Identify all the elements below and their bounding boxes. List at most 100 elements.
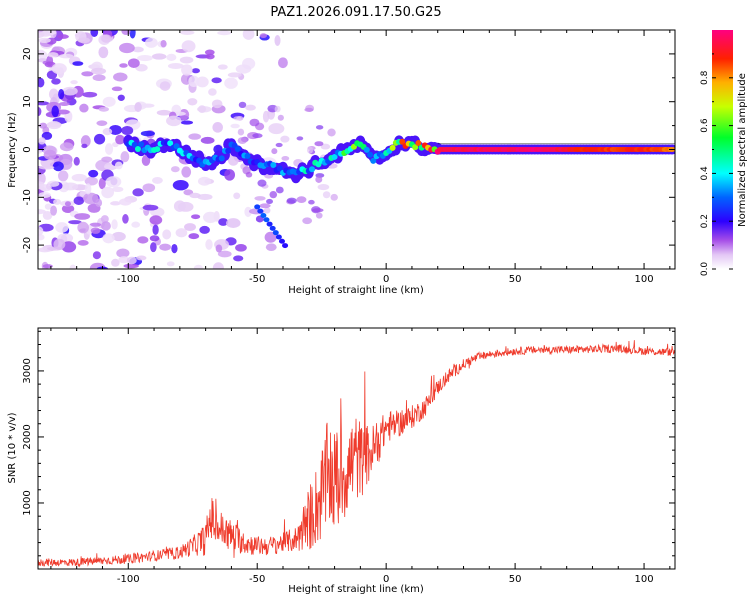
heatmap-noise-blob: [55, 222, 69, 233]
heatmap-noise-blob: [105, 176, 122, 188]
heatmap-ridge-cell: [225, 147, 232, 154]
heatmap-noise-blob: [187, 98, 198, 106]
heatmap-noise-blob: [296, 196, 307, 203]
heatmap-noise-blob: [162, 229, 172, 240]
colorbar: 0.0 0.2 0.4 0.6 0.8 Normalized spectral ampl…: [700, 30, 748, 276]
heatmap-noise-blob: [233, 116, 242, 121]
heatmap-noise-blob: [199, 225, 210, 234]
heatmap-noise-blob: [62, 182, 79, 191]
heatmap-noise-blob: [274, 34, 281, 47]
heatmap-x-tick-label: 100: [635, 274, 654, 285]
heatmap-noise-blob: [149, 235, 160, 242]
heatmap-noise-blob: [92, 74, 106, 82]
heatmap-noise-blob: [212, 262, 224, 269]
heatmap-noise-blob: [227, 154, 239, 166]
heatmap-noise-blob: [181, 64, 193, 76]
heatmap-noise-blob: [84, 183, 92, 195]
heatmap-x-tick-label: -50: [249, 274, 265, 285]
heatmap-noise-blob: [38, 31, 45, 38]
heatmap-y-tick-label: 10: [22, 95, 33, 108]
heatmap-noise-blob: [98, 46, 109, 59]
heatmap-noise-blob: [44, 203, 52, 210]
snr-y-tick-label: 1000: [22, 490, 33, 515]
heatmap-noise-blob: [275, 186, 284, 194]
heatmap-noise-blob: [83, 192, 99, 205]
heatmap-noise-blob: [330, 193, 338, 201]
colorbar-tick-label: 0.8: [700, 70, 710, 85]
heatmap-noise-blob: [173, 200, 186, 212]
heatmap-noise-blob: [104, 143, 114, 155]
snr-x-axis: -100 -50 0 50 100: [50, 328, 671, 585]
heatmap-noise-blob: [142, 183, 156, 193]
heatmap-noise-blob: [198, 105, 207, 113]
heatmap-noise-blob: [278, 57, 288, 69]
heatmap-noise-blob: [265, 243, 277, 251]
heatmap-noise-blob: [111, 186, 124, 193]
heatmap-noise-blob: [249, 118, 260, 127]
heatmap-noise-blob: [101, 156, 113, 163]
heatmap-noise-blob: [140, 130, 155, 137]
heatmap-noise-blob: [211, 99, 223, 109]
heatmap-y-axis: -20 -10 0 10 20: [22, 29, 675, 270]
heatmap-ridge-cell: [234, 146, 241, 153]
heatmap-noise-blob: [296, 136, 304, 141]
heatmap-noise-blob: [242, 30, 255, 40]
heatmap-noise-blob: [68, 220, 82, 225]
heatmap-noise-blob: [311, 208, 324, 213]
heatmap-noise-blob: [254, 196, 266, 201]
heatmap-noise-blob: [129, 30, 136, 39]
heatmap-noise-blob: [217, 64, 228, 70]
heatmap-noise-blob: [137, 236, 149, 244]
heatmap-noise-blob: [322, 191, 331, 199]
heatmap-noise-blob: [175, 228, 188, 238]
heatmap-noise-blob: [245, 104, 256, 111]
heatmap-noise-blob: [111, 86, 123, 92]
heatmap-ridge-cell: [276, 165, 283, 172]
heatmap-noise-blob: [101, 34, 112, 43]
heatmap-noise-blob: [96, 120, 108, 126]
heatmap-noise-blob: [271, 148, 278, 155]
colorbar-gradient: [712, 30, 733, 269]
heatmap-noise-blob: [121, 30, 131, 36]
heatmap-noise-blob: [38, 226, 44, 236]
heatmap-noise-blob: [224, 77, 238, 89]
heatmap-ridge-cell: [173, 143, 180, 150]
heatmap-noise-blob: [259, 203, 271, 209]
heatmap-noise-blob: [53, 198, 62, 205]
heatmap-noise-blob: [43, 149, 57, 160]
heatmap-noise-blob: [197, 176, 212, 186]
heatmap-noise-blob: [205, 239, 213, 250]
heatmap-noise-blob: [266, 198, 273, 205]
heatmap-streak-cell: [257, 208, 264, 214]
heatmap-ridge-cell: [363, 146, 370, 153]
heatmap-ridge-cell: [389, 144, 396, 151]
heatmap-noise-blob: [38, 137, 46, 145]
heatmap-noise-blob: [42, 210, 53, 220]
heatmap-ridge-cell: [370, 157, 377, 164]
heatmap-ridge-cell: [131, 141, 138, 148]
heatmap-ridge-cell: [270, 161, 277, 168]
heatmap-noise-blob: [90, 30, 99, 37]
heatmap-noise-blob: [100, 215, 109, 223]
heatmap-ridge-cell: [134, 145, 141, 152]
snr-x-tick-label: 0: [383, 574, 389, 585]
heatmap-noise-blob: [233, 192, 241, 200]
heatmap-noise-blob: [71, 173, 87, 182]
heatmap-noise-blob: [38, 101, 50, 106]
heatmap-noise-blob: [90, 227, 101, 234]
snr-panel: -100 -50 0 50 100 1000 2000 3000 Height of str…: [7, 327, 676, 595]
heatmap-noise-blob: [197, 193, 213, 201]
heatmap-noise-blob: [111, 258, 120, 267]
heatmap-noise-blob: [235, 243, 247, 252]
heatmap-noise-blob: [193, 264, 203, 269]
heatmap-ridge-cell: [399, 138, 406, 145]
heatmap-noise-blob: [113, 72, 128, 82]
heatmap-noise-blob: [79, 103, 89, 113]
heatmap-ridge-cell: [415, 140, 422, 147]
heatmap-noise-blob: [233, 255, 244, 262]
heatmap-noise-blob: [119, 63, 128, 68]
heatmap-noise-blob: [120, 151, 130, 163]
heatmap-noise-blob: [59, 53, 74, 59]
heatmap-noise-blob: [38, 107, 42, 117]
heatmap-noise-blob: [51, 63, 67, 75]
